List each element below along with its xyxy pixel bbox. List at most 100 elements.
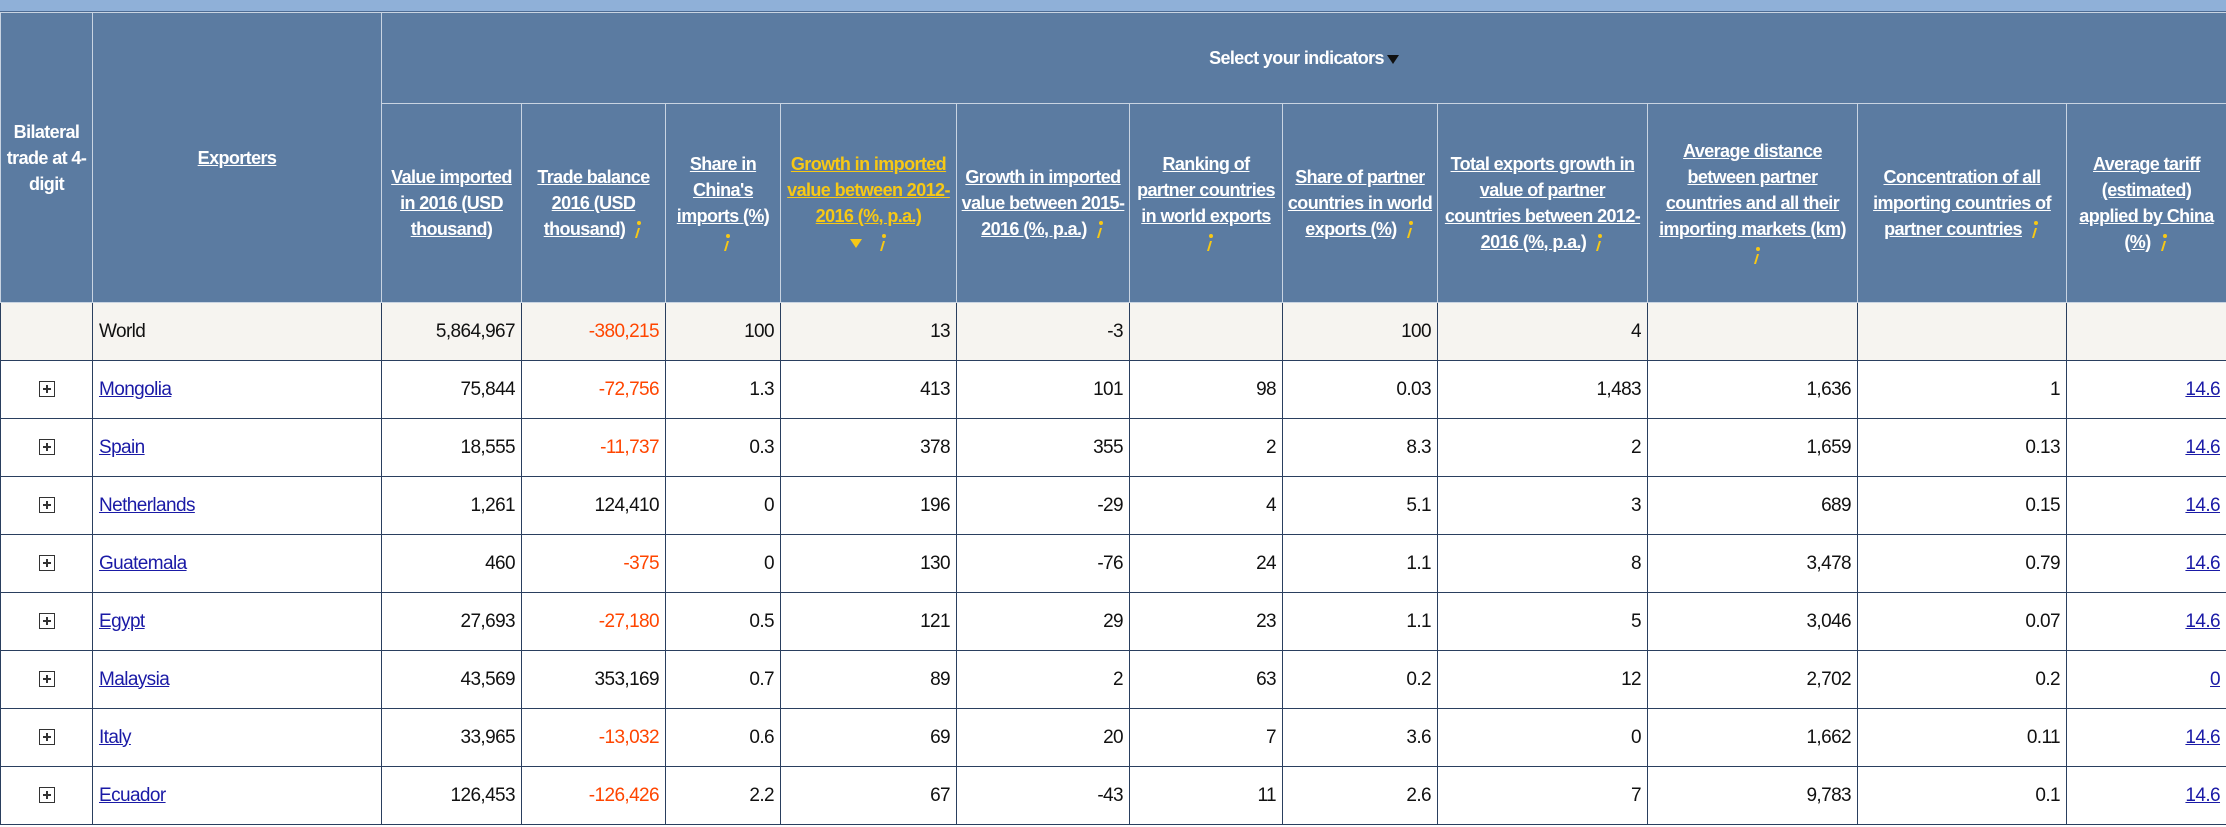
value-cell: 3.6 (1282, 708, 1438, 767)
cell-value: 0.2 (1406, 668, 1431, 690)
exporter-link[interactable]: Italy (99, 726, 131, 748)
value-cell: 0 (665, 476, 781, 535)
expand-button[interactable] (38, 555, 55, 572)
cell-value: 5.1 (1406, 494, 1431, 516)
value-cell: -126,426 (521, 766, 666, 825)
value-cell (2065, 302, 2226, 361)
tariff-link[interactable]: 14.6 (2185, 494, 2221, 516)
value-cell: 2 (1129, 418, 1283, 477)
info-icon[interactable] (2159, 233, 2169, 253)
cell-value: 1.1 (1406, 552, 1431, 574)
tariff-link[interactable]: 0 (2210, 668, 2221, 690)
value-cell: 0.11 (1857, 708, 2067, 767)
column-header-link[interactable]: Share of partner countries in world expo… (1287, 167, 1433, 239)
sort-arrow[interactable] (849, 238, 862, 248)
column-header-link[interactable]: Total exports growth in value of partner… (1444, 154, 1641, 252)
cell-value: 0.1 (2035, 784, 2060, 806)
info-icon[interactable] (722, 233, 732, 253)
cell-value: 130 (920, 552, 951, 574)
column-header-link[interactable]: Value imported in 2016 (USD thousand) (391, 167, 512, 239)
tariff-link[interactable]: 14.6 (2185, 610, 2221, 632)
tariff-link[interactable]: 14.6 (2185, 378, 2221, 400)
value-cell: 14.6 (2065, 766, 2226, 825)
column-header-link[interactable]: Ranking of partner countries in world ex… (1137, 154, 1275, 226)
info-icon[interactable] (633, 220, 643, 240)
column-header: Average tariff (estimated) applied by Ch… (2065, 103, 2226, 303)
cell-value: -11,737 (600, 436, 659, 458)
cell-value: 23 (1256, 610, 1277, 632)
info-icon[interactable] (2030, 220, 2040, 240)
info-icon[interactable] (1594, 233, 1604, 253)
column-header: Bilateral trade at 4-digit (0, 12, 93, 303)
cell-value: 0 (1631, 726, 1642, 748)
cell-value: 0.15 (2025, 494, 2060, 516)
tariff-link[interactable]: 14.6 (2185, 436, 2221, 458)
tariff-link[interactable]: 14.6 (2185, 552, 2221, 574)
exporter-link[interactable]: Guatemala (99, 552, 187, 574)
tariff-link[interactable]: 14.6 (2185, 726, 2221, 748)
expand-button[interactable] (38, 671, 55, 688)
value-cell: -72,756 (521, 360, 666, 419)
value-cell: 9,783 (1647, 766, 1858, 825)
cell-value: 689 (1821, 494, 1852, 516)
info-icon[interactable] (1752, 246, 1762, 266)
cell-value: 101 (1093, 378, 1124, 400)
cell-value: 11 (1257, 784, 1276, 806)
cell-value: 1.3 (749, 378, 774, 400)
value-cell (1129, 302, 1283, 361)
value-cell: 14.6 (2065, 592, 2226, 651)
column-header-link[interactable]: Growth in imported value between 2012-20… (787, 154, 950, 226)
exporter-cell: Netherlands (92, 476, 382, 535)
cell-value: -3 (1107, 320, 1123, 342)
expand-button[interactable] (38, 613, 55, 630)
expand-button[interactable] (38, 787, 55, 804)
cell-value: 8 (1631, 552, 1642, 574)
column-header-link[interactable]: Trade balance 2016 (USD thousand) (537, 167, 650, 239)
data-row: Guatemala 460 -375 0 130 -76 24 1.1 8 3,478 0.79 14… (0, 534, 2226, 593)
info-icon[interactable] (1205, 233, 1215, 253)
value-cell: 101 (956, 360, 1130, 419)
value-cell: 18,555 (381, 418, 522, 477)
value-cell: 0.03 (1282, 360, 1438, 419)
column-header-link[interactable]: Average distance between partner countri… (1659, 141, 1846, 239)
expand-button[interactable] (38, 381, 55, 398)
cell-value: 355 (1093, 436, 1124, 458)
cell-value: 413 (920, 378, 951, 400)
value-cell: 0 (665, 534, 781, 593)
cell-value: 2.2 (749, 784, 774, 806)
exporter-link[interactable]: Netherlands (99, 494, 195, 516)
value-cell: 0.2 (1282, 650, 1438, 709)
column-header-link[interactable]: Concentration of all importing countries… (1873, 167, 2051, 239)
value-cell: 0.79 (1857, 534, 2067, 593)
column-header: Share in China's imports (%) (665, 103, 781, 303)
info-icon[interactable] (1095, 220, 1105, 240)
selector-cell: Select your indicators (380, 12, 2226, 104)
cell-value: 126,453 (450, 784, 516, 806)
value-cell: -375 (521, 534, 666, 593)
exporter-link[interactable]: Spain (99, 436, 145, 458)
column-header-link[interactable]: Average tariff (estimated) applied by Ch… (2079, 154, 2214, 252)
expand-button[interactable] (38, 439, 55, 456)
info-icon[interactable] (1405, 220, 1415, 240)
exporter-link[interactable]: Egypt (99, 610, 145, 632)
indicator-selector[interactable]: Select your indicators (1209, 48, 1399, 68)
header-row: Bilateral trade at 4-digit Exporters Selec… (0, 12, 2226, 303)
cell-value: 2 (1266, 436, 1277, 458)
value-cell: 2.2 (665, 766, 781, 825)
expand-button[interactable] (38, 497, 55, 514)
column-header-link[interactable]: Growth in imported value between 2015-20… (961, 167, 1125, 239)
exporter-link[interactable]: Malaysia (99, 668, 170, 690)
info-icon[interactable] (878, 233, 888, 253)
value-cell: 0.5 (665, 592, 781, 651)
value-cell: 353,169 (521, 650, 666, 709)
tariff-link[interactable]: 14.6 (2185, 784, 2221, 806)
value-cell: 130 (780, 534, 957, 593)
expand-button[interactable] (38, 729, 55, 746)
cell-value: 24 (1256, 552, 1277, 574)
exporter-link[interactable]: Mongolia (99, 378, 172, 400)
column-header-link[interactable]: Share in China's imports (%) (676, 154, 770, 226)
exporter-link[interactable]: Ecuador (99, 784, 166, 806)
column-header: Total exports growth in value of partner… (1437, 103, 1648, 303)
column-header-link[interactable]: Exporters (197, 147, 277, 168)
